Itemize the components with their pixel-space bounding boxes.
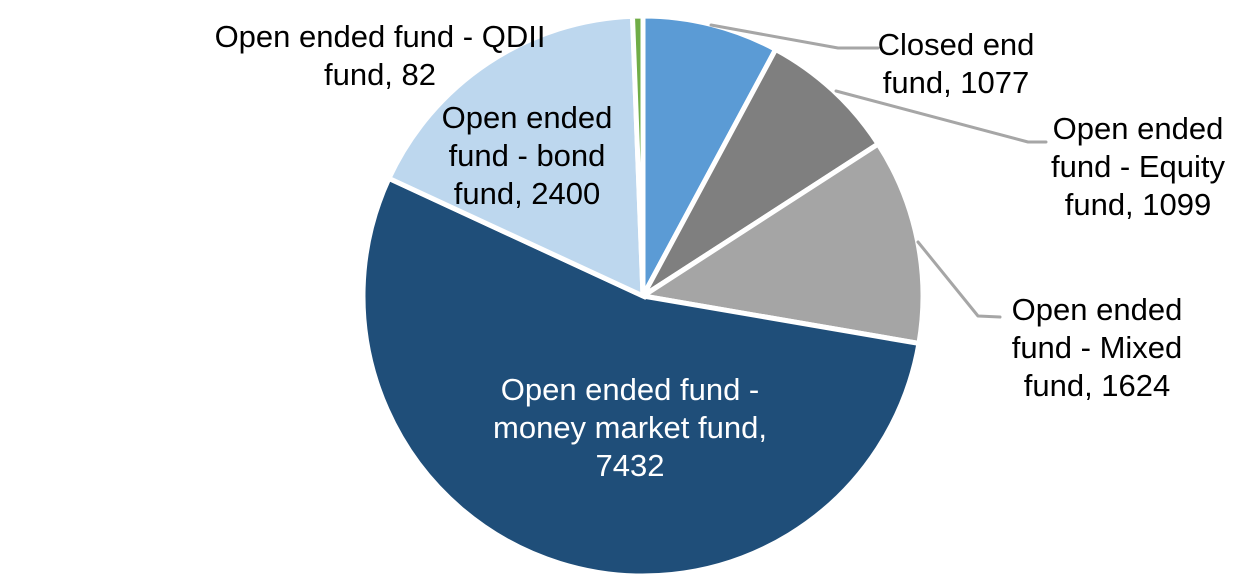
- pie-slice-equity-fund: [640, 46, 882, 299]
- leader-line-mixed-fund: [916, 240, 1002, 319]
- pie-slice-bond-fund: [385, 13, 646, 300]
- pie-slice-mixed-fund: [636, 140, 926, 347]
- data-label-equity-fund: Open ended fund - Equity fund, 1099: [1050, 111, 1226, 222]
- leader-line-closed-end-fund: [709, 23, 880, 50]
- data-label-closed-end-fund: Closed end fund, 1077: [877, 27, 1035, 100]
- data-label-qdii-fund: Open ended fund - QDII fund, 82: [214, 19, 546, 92]
- data-label-mixed-fund: Open ended fund - Mixed fund, 1624: [1011, 292, 1183, 403]
- data-label-bond-fund: Open ended fund - bond fund, 2400: [441, 100, 613, 211]
- pie-slice-money-market-fund: [360, 175, 922, 579]
- leader-line-equity-fund: [834, 89, 1048, 144]
- data-label-money-market-fund: Open ended fund - money market fund, 7432: [493, 372, 767, 483]
- pie-slice-qdii-fund: [629, 13, 646, 297]
